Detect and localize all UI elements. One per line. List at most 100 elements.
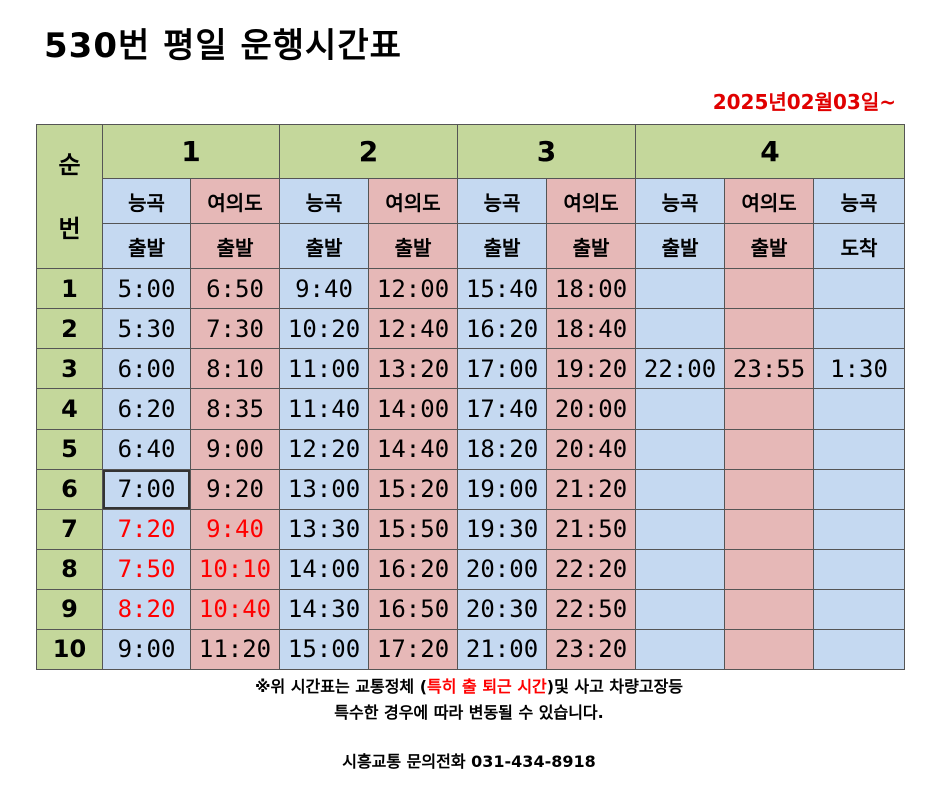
time-cell: 17:40 [457,388,548,430]
time-cell: 9:40 [189,508,281,550]
time-cell: 1:30 [813,348,906,390]
table-row: 5 6:40 9:00 12:20 14:40 18:20 20:40 [36,428,906,470]
time-cell [635,628,726,671]
time-cell [813,588,906,630]
row-number: 8 [36,548,103,590]
time-cell: 10:10 [189,548,281,590]
time-cell [635,308,726,350]
time-cell [635,428,726,470]
table-row: 1 5:00 6:50 9:40 12:00 15:40 18:00 [36,268,906,310]
table-row: 7 7:20 9:40 13:30 15:50 19:30 21:50 [36,508,906,550]
time-cell: 10:40 [189,588,281,630]
time-cell: 12:40 [368,308,459,350]
time-cell: 19:00 [457,468,548,510]
time-cell [813,548,906,590]
time-cell: 12:20 [279,428,370,470]
time-cell [813,308,906,350]
time-cell: 18:00 [546,268,637,310]
subheader-type-9: 도착 [813,223,906,270]
page-title: 530번 평일 운행시간표 [44,26,402,66]
subheader-type-5: 출발 [457,223,548,270]
subheader-type-8: 출발 [724,223,815,270]
subheader-station-1: 능곡 [102,178,191,225]
subheader-type-6: 출발 [546,223,637,270]
time-cell [724,388,815,430]
time-cell [635,268,726,310]
time-cell: 18:40 [546,308,637,350]
time-cell: 6:40 [102,428,191,470]
subheader-station-3: 능곡 [279,178,370,225]
time-cell [813,468,906,510]
table-row: 4 6:20 8:35 11:40 14:00 17:40 20:00 [36,388,906,430]
time-cell: 20:30 [457,588,548,630]
time-cell: 8:35 [189,388,281,430]
time-cell: 23:20 [546,628,637,671]
time-cell: 5:00 [102,268,191,310]
time-cell [813,508,906,550]
time-cell: 8:10 [189,348,281,390]
time-cell: 6:50 [189,268,281,310]
time-cell [635,468,726,510]
time-cell: 7:30 [189,308,281,350]
effective-date: 2025년02월03일~ [712,90,896,114]
time-cell [724,628,815,671]
time-cell [813,628,906,671]
time-cell: 14:40 [368,428,459,470]
row-number: 3 [36,348,103,390]
time-cell: 21:20 [546,468,637,510]
time-cell: 14:00 [368,388,459,430]
subheader-station-9: 능곡 [813,178,906,225]
group-header-4: 4 [635,123,906,180]
time-cell [635,508,726,550]
time-cell: 13:30 [279,508,370,550]
time-cell: 8:20 [102,588,191,630]
time-cell [813,428,906,470]
time-cell: 17:00 [457,348,548,390]
time-cell [724,508,815,550]
table-row: 9 8:20 10:40 14:30 16:50 20:30 22:50 [36,588,906,630]
row-number: 5 [36,428,103,470]
time-cell: 18:20 [457,428,548,470]
time-cell: 6:00 [102,348,191,390]
time-cell [724,588,815,630]
time-cell: 14:30 [279,588,370,630]
time-cell: 7:00 [102,468,191,510]
time-cell: 7:50 [102,548,191,590]
time-cell: 21:50 [546,508,637,550]
time-cell: 13:00 [279,468,370,510]
time-cell: 19:30 [457,508,548,550]
time-cell: 23:55 [724,348,815,390]
subheader-type-3: 출발 [279,223,370,270]
contact-info: 시흥교통 문의전화 031-434-8918 [342,752,596,771]
time-cell [813,268,906,310]
time-cell: 12:00 [368,268,459,310]
row-number: 10 [36,628,103,671]
table-row: 6 7:00 9:20 13:00 15:20 19:00 21:20 [36,468,906,510]
time-cell [635,548,726,590]
time-cell: 22:20 [546,548,637,590]
time-cell: 20:40 [546,428,637,470]
row-number: 7 [36,508,103,550]
row-number: 4 [36,388,103,430]
group-header-2: 2 [279,123,459,180]
time-cell: 5:30 [102,308,191,350]
time-cell: 15:20 [368,468,459,510]
row-number: 9 [36,588,103,630]
subheader-station-8: 여의도 [724,178,815,225]
seq-header-top: 순 [58,150,81,179]
time-cell [724,268,815,310]
time-cell [813,388,906,430]
time-cell: 16:20 [457,308,548,350]
notice-highlight: 특히 출 퇴근 시간 [427,677,547,696]
subheader-type-2: 출발 [189,223,281,270]
subheader-type-1: 출발 [102,223,191,270]
time-cell: 15:50 [368,508,459,550]
timetable: 순 번 1 2 3 4 능곡 여의도 능곡 여의도 능곡 여의도 능곡 여의도 능곡 출발 출발 출… [36,123,906,671]
time-cell [635,388,726,430]
time-cell: 11:00 [279,348,370,390]
subheader-station-5: 능곡 [457,178,548,225]
time-cell: 11:40 [279,388,370,430]
seq-header-bottom: 번 [58,214,81,243]
time-cell: 22:00 [635,348,726,390]
subheader-station-7: 능곡 [635,178,726,225]
